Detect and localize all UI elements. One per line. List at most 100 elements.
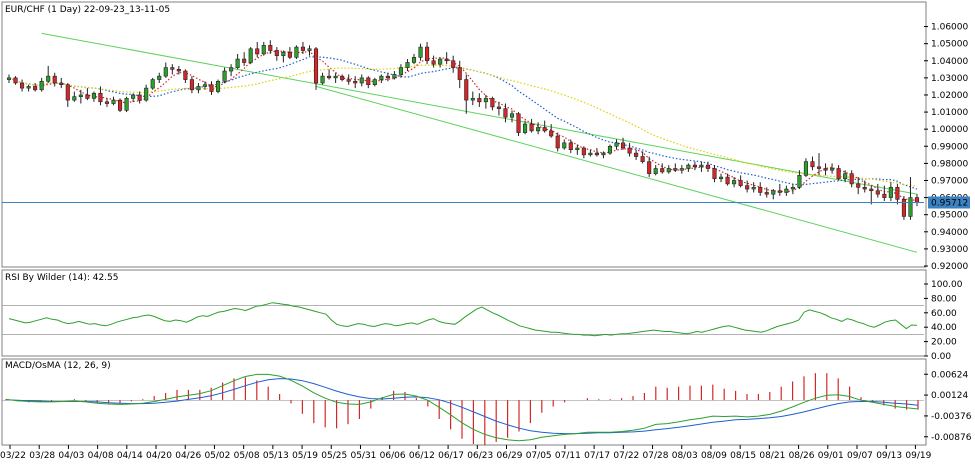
date-tick-label: 05/02 xyxy=(204,451,230,461)
candle-body xyxy=(732,180,737,185)
candle-body xyxy=(281,51,286,56)
candle-body xyxy=(320,75,325,84)
candle-body xyxy=(72,96,77,101)
candle-body xyxy=(588,152,593,156)
price-tick-label: 0.93000 xyxy=(931,245,968,255)
candle-body xyxy=(340,75,345,80)
candle-body xyxy=(13,77,18,84)
candle-body xyxy=(771,190,776,195)
price-tick-label: 1.05000 xyxy=(931,40,968,50)
macd-tick-label: 0.00124 xyxy=(931,391,968,401)
candle-body xyxy=(660,168,665,173)
candlesticks xyxy=(6,40,920,220)
date-tick-label: 06/12 xyxy=(409,451,435,461)
candle-body xyxy=(464,79,469,101)
candle-body xyxy=(202,84,208,87)
candle-body xyxy=(313,48,319,84)
candle-body xyxy=(111,99,116,104)
macd-tick-label: 0.00624 xyxy=(931,370,968,380)
date-tick-label: 05/19 xyxy=(292,451,318,461)
candle-body xyxy=(274,50,279,56)
candle-body xyxy=(509,113,515,118)
rsi-tick-label: 100.00 xyxy=(931,280,963,290)
date-tick-label: 04/14 xyxy=(117,451,143,461)
ma-slow-line xyxy=(8,64,918,187)
candle-body xyxy=(26,86,31,89)
candle-body xyxy=(536,127,541,132)
candle-body xyxy=(686,164,691,169)
candle-body xyxy=(242,58,247,63)
candle-body xyxy=(189,79,194,91)
candle-body xyxy=(425,46,430,62)
macd-panel-title: MACD/OsMA (12, 26, 9) xyxy=(5,361,111,371)
current-price-label: 0.95712 xyxy=(931,199,968,209)
date-tick-label: 04/08 xyxy=(88,451,114,461)
candle-body xyxy=(490,98,495,108)
date-tick-label: 04/26 xyxy=(175,451,201,461)
candle-body xyxy=(418,46,423,58)
candle-body xyxy=(457,67,462,80)
date-tick-label: 08/09 xyxy=(701,451,727,461)
rsi-line xyxy=(8,302,918,337)
candle-body xyxy=(91,92,96,99)
candle-body xyxy=(235,58,240,68)
candle-body xyxy=(39,80,44,91)
candle-body xyxy=(333,75,338,79)
price-tick-label: 1.02000 xyxy=(931,91,968,101)
candle-body xyxy=(163,67,168,77)
candle-body xyxy=(607,145,613,154)
candle-body xyxy=(699,164,704,168)
candle-body xyxy=(856,183,861,188)
macd-axis: 0.00624 0.00124 -0.00376 -0.00876 xyxy=(924,370,972,443)
candle-body xyxy=(144,87,149,101)
candle-body xyxy=(882,193,887,198)
candle-body xyxy=(555,135,560,149)
price-tick-label: 0.99000 xyxy=(931,142,968,152)
candle-body xyxy=(444,58,449,62)
candle-body xyxy=(784,188,789,193)
candle-body xyxy=(104,101,110,104)
rsi-tick-label: 0.00 xyxy=(931,352,951,362)
candle-body xyxy=(738,180,743,186)
date-tick-label: 08/15 xyxy=(730,451,756,461)
candle-body xyxy=(575,147,580,150)
channel-upper-line xyxy=(41,32,918,195)
candle-body xyxy=(849,173,854,185)
channel-lower-line xyxy=(315,85,918,253)
candle-body xyxy=(764,192,769,195)
price-tick-label: 1.00000 xyxy=(931,125,968,135)
candle-body xyxy=(503,108,508,118)
candle-body xyxy=(758,187,763,193)
date-tick-label: 04/03 xyxy=(58,451,84,461)
candle-body xyxy=(705,164,711,169)
rsi-axis: 100.00 80.00 60.00 40.00 20.00 0.00 xyxy=(924,280,963,362)
price-tick-label: 1.06000 xyxy=(931,23,968,33)
candle-body xyxy=(438,58,443,65)
candle-body xyxy=(862,187,867,190)
candle-body xyxy=(516,113,521,133)
candle-body xyxy=(620,142,626,149)
price-panel[interactable] xyxy=(1,1,927,268)
candle-body xyxy=(692,164,697,168)
candle-body xyxy=(745,185,750,190)
date-tick-label: 08/21 xyxy=(759,451,785,461)
candle-body xyxy=(248,48,253,63)
candle-body xyxy=(170,67,175,70)
candle-body xyxy=(78,94,83,97)
price-tick-label: 0.98000 xyxy=(931,159,968,169)
candle-body xyxy=(523,123,528,133)
candle-body xyxy=(137,94,142,101)
candle-body xyxy=(718,176,724,180)
date-tick-label: 05/25 xyxy=(321,451,347,461)
current-price-tag xyxy=(928,196,970,209)
candle-body xyxy=(98,92,103,103)
candle-body xyxy=(209,84,214,92)
candle-body xyxy=(797,175,802,188)
rsi-tick-label: 20.00 xyxy=(931,338,957,348)
macd-panel[interactable] xyxy=(1,358,927,446)
candle-body xyxy=(790,187,795,190)
candle-body xyxy=(196,86,201,91)
date-tick-label: 09/19 xyxy=(905,451,931,461)
rsi-panel[interactable] xyxy=(1,269,927,357)
